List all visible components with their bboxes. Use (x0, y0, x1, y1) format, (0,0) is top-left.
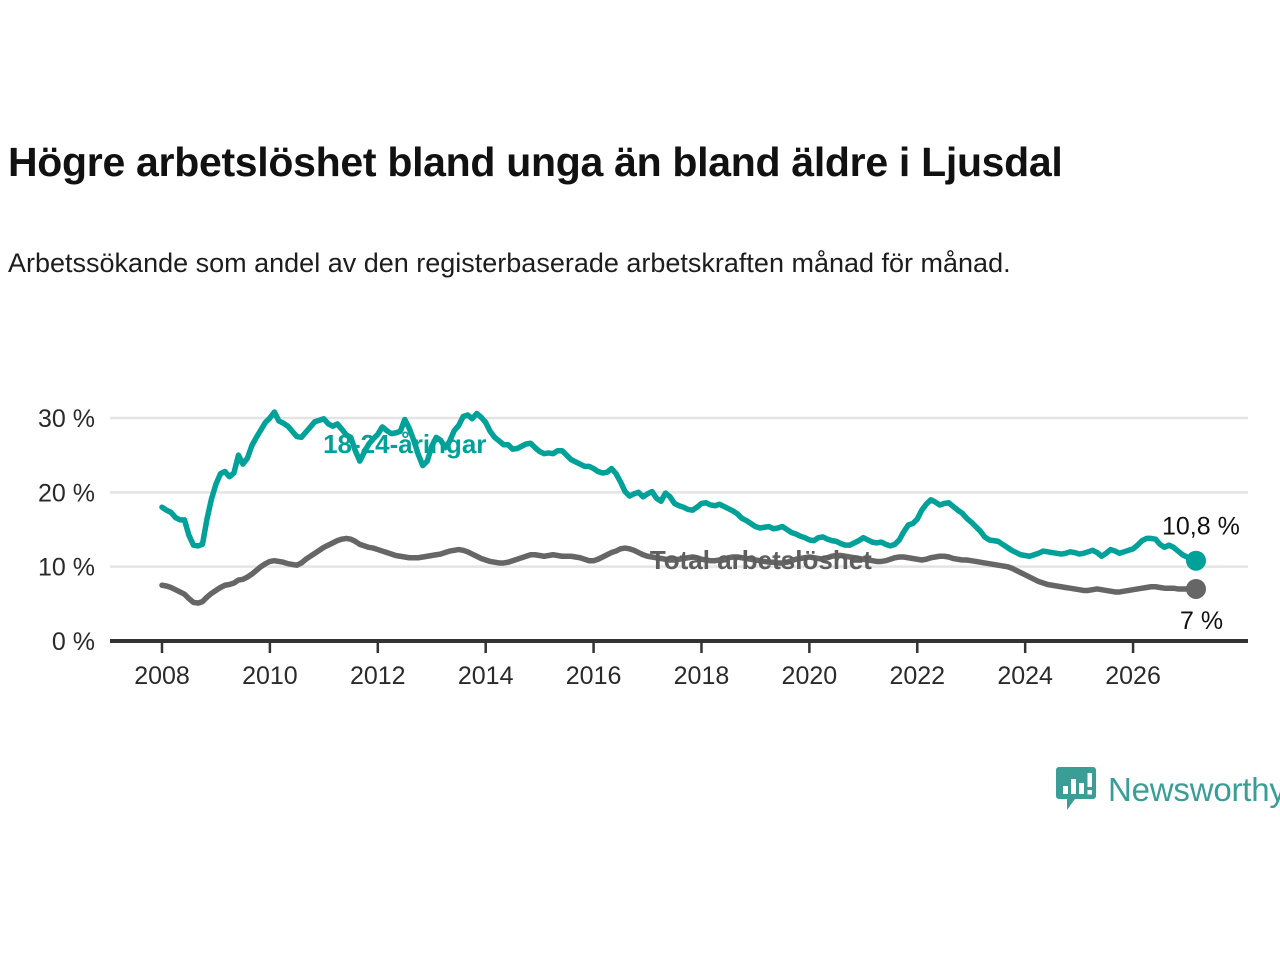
x-axis-tick-label: 2022 (889, 662, 945, 690)
x-axis-tick-label: 2008 (134, 662, 190, 690)
x-axis-tick-label: 2018 (674, 662, 730, 690)
y-axis-tick-label: 0 % (52, 628, 95, 656)
series-label-total: Total arbetslöshet (650, 545, 872, 575)
x-axis-tick-label: 2014 (458, 662, 514, 690)
series-endpoint-young (1186, 550, 1206, 571)
newsworthy-bar-chart-bubble-icon (1056, 767, 1096, 810)
x-axis-tick-label: 2026 (1105, 662, 1161, 690)
x-axis-tick-label: 2016 (566, 662, 622, 690)
x-axis-tick-label: 2020 (782, 662, 838, 690)
series-line-young (159, 409, 1199, 564)
y-axis-tick-label: 20 % (38, 479, 95, 507)
series-line-total (159, 535, 1199, 606)
y-axis-labels: 0 % 10 % 20 % 30 % (38, 405, 95, 656)
x-axis-tick-label: 2012 (350, 662, 406, 690)
page-title: Högre arbetslöshet bland unga än bland ä… (8, 139, 1063, 185)
x-axis-tick-label: 2010 (242, 662, 298, 690)
page-subtitle: Arbetssökande som andel av den registerb… (8, 248, 1011, 278)
x-axis-labels: 2008 2010 2012 2014 2016 2018 2020 2022 2024 2026 (134, 662, 1161, 690)
y-axis-tick-label: 30 % (38, 405, 95, 433)
newsworthy-logo: Newsworthy (1055, 766, 1280, 812)
data-series (159, 409, 1206, 606)
series-annotations: 18-24-åringar Total arbetslöshet 10,8 % 7 % (323, 429, 1240, 635)
end-value-label-young: 10,8 % (1162, 513, 1240, 541)
y-axis-tick-label: 10 % (38, 554, 95, 582)
series-endpoint-total (1186, 578, 1206, 599)
series-label-young: 18-24-åringar (323, 429, 486, 459)
end-value-label-total: 7 % (1180, 607, 1223, 635)
x-axis-tick-label: 2024 (997, 662, 1053, 690)
brand-name: Newsworthy (1108, 770, 1280, 808)
x-axis (110, 639, 1248, 653)
